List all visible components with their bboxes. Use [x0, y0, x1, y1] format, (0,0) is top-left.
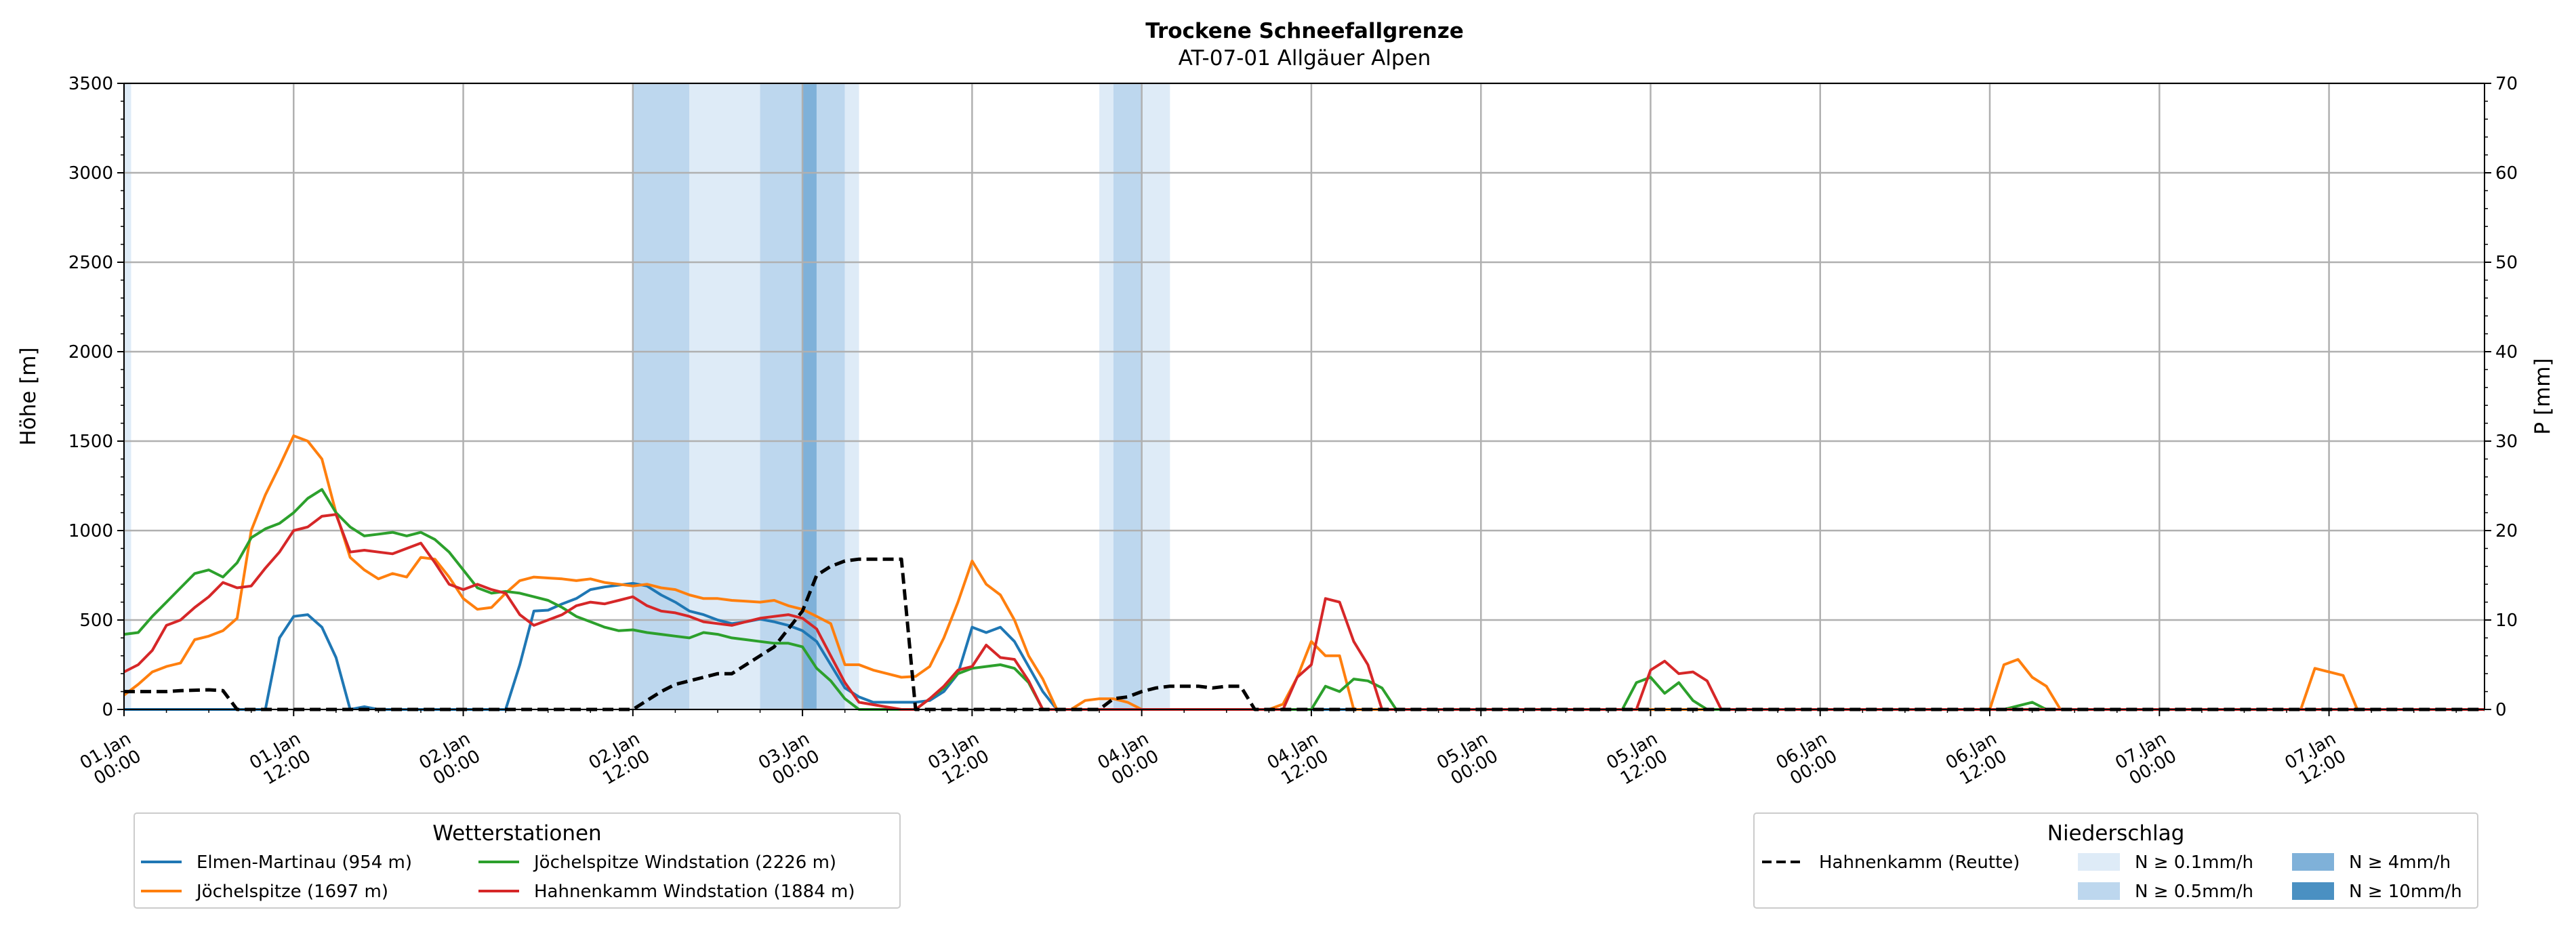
series-line [124, 557, 2485, 711]
plot-frame [123, 83, 2485, 710]
x-tick-label: 01.Jan00:00 [77, 728, 145, 791]
precip-band [1141, 83, 1170, 709]
y2-tick-label: 30 [2495, 432, 2518, 452]
y2-tick-label: 20 [2495, 521, 2518, 541]
legend-precip-title: Niederschlag [2047, 821, 2185, 846]
series-lines [123, 434, 2485, 711]
y-tick-label: 1000 [68, 521, 113, 541]
y2-tick-label: 0 [2495, 700, 2507, 720]
precip-band [844, 83, 859, 709]
chart-subtitle: AT-07-01 Allgäuer Alpen [1179, 46, 1431, 70]
y-tick-label: 2000 [68, 342, 113, 363]
y-tick-label: 2500 [68, 253, 113, 273]
series-line [123, 488, 2485, 711]
y2-tick-label: 50 [2495, 253, 2518, 273]
y-tick-label: 0 [102, 700, 113, 720]
legend-label-elmen: Elmen-Martinau (954 m) [197, 852, 412, 873]
precip-bands [124, 83, 1170, 709]
legend-label-level-1: N ≥ 0.1mm/h [2135, 852, 2253, 873]
legend-label-level-4: N ≥ 10mm/h [2349, 882, 2462, 902]
legend-swatch-level-4 [2292, 882, 2334, 900]
y-tick-label: 3000 [68, 163, 113, 184]
precip-band [802, 83, 817, 709]
x-tick-label: 06.Jan12:00 [1942, 728, 2011, 791]
y-tick-label: 1500 [68, 432, 113, 452]
x-tick-label: 02.Jan12:00 [586, 728, 654, 791]
x-tick-label: 07.Jan00:00 [2112, 728, 2180, 791]
legend-label-joechelspitze-wind: Jöchelspitze Windstation (2226 m) [533, 852, 836, 873]
x-tick-label: 04.Jan12:00 [1264, 728, 1332, 791]
precip-band [124, 83, 131, 709]
y2-axis-label: P [mm] [2531, 358, 2555, 434]
legend-label-level-2: N ≥ 0.5mm/h [2135, 882, 2253, 902]
y2-tick-label: 60 [2495, 163, 2518, 184]
x-tick-label: 03.Jan00:00 [755, 728, 823, 791]
x-tick-label: 07.Jan12:00 [2282, 728, 2350, 791]
x-tick-label: 06.Jan00:00 [1773, 728, 1841, 791]
precip-band [689, 83, 760, 709]
x-tick-label: 01.Jan12:00 [246, 728, 314, 791]
legend-precip: Niederschlag Hahnenkamm (Reutte) N ≥ 0.1… [1753, 812, 2478, 909]
precip-band [760, 83, 803, 709]
legend-swatch-level-2 [2078, 882, 2120, 900]
x-tick-label: 05.Jan00:00 [1433, 728, 1502, 791]
x-tick-label: 03.Jan12:00 [924, 728, 993, 791]
y2-tick-label: 40 [2495, 342, 2518, 363]
y-axis-label: Höhe [m] [16, 347, 41, 445]
legend-swatch-level-1 [2078, 853, 2120, 871]
x-tick-label: 05.Jan12:00 [1603, 728, 1671, 791]
legend-stations: Wetterstationen Elmen-Martinau (954 m) J… [134, 812, 901, 909]
legend-label-hahnenkamm-reutte: Hahnenkamm (Reutte) [1819, 852, 2020, 873]
legend-swatch-level-3 [2292, 853, 2334, 871]
y2-tick-label: 70 [2495, 74, 2518, 94]
legend-stations-title: Wetterstationen [432, 821, 601, 846]
series-line [123, 513, 2485, 711]
precip-band [1099, 83, 1113, 709]
x-tick-label: 02.Jan00:00 [416, 728, 485, 791]
legend-label-level-3: N ≥ 4mm/h [2349, 852, 2451, 873]
chart-title: Trockene Schneefallgrenze [1145, 19, 1464, 43]
x-tick-label: 04.Jan00:00 [1095, 728, 1163, 791]
series-line [124, 581, 2485, 711]
legend-label-hahnenkamm-wind: Hahnenkamm Windstation (1884 m) [534, 882, 855, 902]
precip-band [1113, 83, 1142, 709]
series-line [123, 434, 2485, 711]
y-tick-label: 500 [79, 611, 113, 631]
y-tick-label: 3500 [68, 74, 113, 94]
grid [123, 82, 2485, 711]
y2-tick-label: 10 [2495, 611, 2518, 631]
legend-label-joechelspitze: Jöchelspitze (1697 m) [195, 882, 388, 902]
precip-band [816, 83, 845, 709]
